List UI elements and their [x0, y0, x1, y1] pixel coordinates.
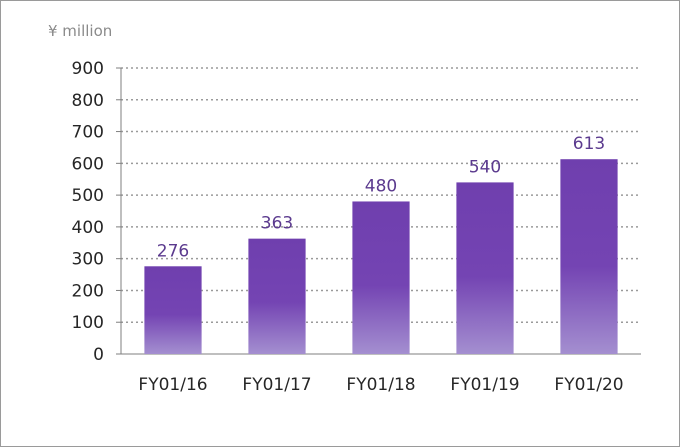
data-label: 540 [469, 157, 501, 177]
y-tick-label: 600 [72, 154, 104, 174]
y-tick-labels: 0 100 200 300 400 500 600 700 800 900 [72, 59, 104, 365]
x-tick-label: FY01/18 [346, 375, 415, 395]
y-axis-unit-label: ¥ million [48, 22, 113, 40]
x-tick-label: FY01/16 [138, 375, 207, 395]
x-tick-label: FY01/19 [450, 375, 519, 395]
bars [144, 159, 618, 354]
x-tick-labels: FY01/16 FY01/17 FY01/18 FY01/19 FY01/20 [138, 375, 623, 395]
y-tick-label: 0 [93, 345, 104, 365]
data-label: 363 [261, 214, 293, 234]
y-tick-label: 200 [72, 281, 104, 301]
y-tick-label: 300 [72, 250, 104, 270]
data-label: 613 [573, 134, 605, 154]
y-tick-label: 900 [72, 59, 104, 79]
data-labels: 276 363 480 540 613 [157, 134, 605, 261]
y-tick-label: 700 [72, 123, 104, 143]
bar [560, 159, 618, 354]
bar [456, 182, 514, 354]
x-tick-label: FY01/17 [242, 375, 311, 395]
bar [144, 266, 202, 354]
data-label: 276 [157, 241, 189, 261]
data-label: 480 [365, 176, 397, 196]
x-tick-label: FY01/20 [554, 375, 623, 395]
y-tick-label: 100 [72, 313, 104, 333]
bar [248, 238, 306, 354]
y-tick-label: 500 [72, 186, 104, 206]
y-tick-label: 800 [72, 91, 104, 111]
y-tick-label: 400 [72, 218, 104, 238]
bar [352, 201, 410, 354]
